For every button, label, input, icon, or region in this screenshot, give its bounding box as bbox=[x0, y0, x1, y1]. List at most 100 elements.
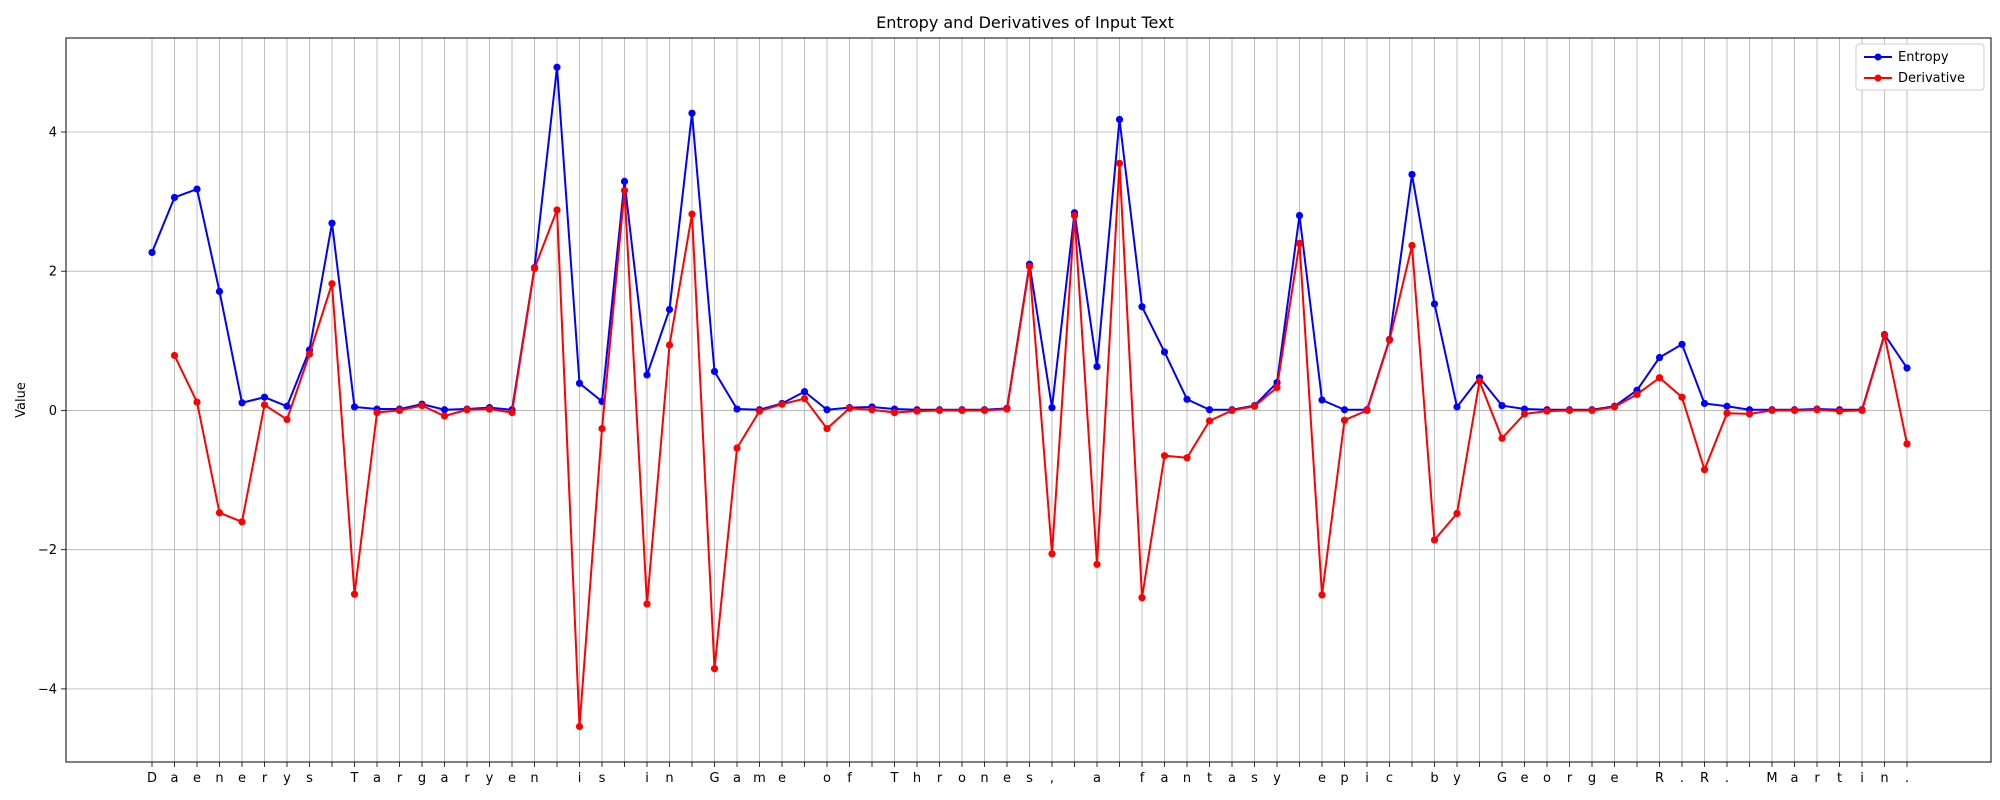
data-point-derivative bbox=[710, 665, 719, 673]
data-point-derivative bbox=[980, 406, 989, 415]
x-tick-label: . bbox=[1725, 771, 1729, 786]
data-point-derivative bbox=[1723, 409, 1731, 417]
data-point-derivative bbox=[193, 398, 201, 406]
x-tick-label: a bbox=[1791, 771, 1799, 786]
data-point-entropy bbox=[575, 379, 584, 387]
data-point-derivative bbox=[1340, 416, 1349, 424]
x-tick-label: i bbox=[1860, 771, 1864, 786]
data-point-derivative bbox=[913, 407, 921, 415]
data-point-entropy bbox=[238, 399, 246, 407]
data-point-entropy bbox=[688, 109, 696, 117]
data-point-derivative bbox=[575, 722, 584, 731]
data-point-entropy bbox=[1138, 303, 1146, 311]
data-point-entropy bbox=[1408, 170, 1416, 179]
x-tick-label: e bbox=[193, 771, 201, 786]
x-tick-label: o bbox=[823, 771, 831, 786]
data-point-derivative bbox=[665, 341, 674, 349]
x-tick-label: r bbox=[397, 771, 403, 786]
data-point-derivative bbox=[215, 509, 224, 517]
data-point-derivative bbox=[1835, 407, 1844, 415]
data-point-derivative bbox=[1408, 241, 1416, 250]
data-point-derivative bbox=[1430, 536, 1439, 544]
data-point-entropy bbox=[733, 405, 741, 413]
data-point-derivative bbox=[845, 404, 854, 412]
x-tick-label: G bbox=[1497, 771, 1507, 786]
data-point-derivative bbox=[1610, 403, 1619, 411]
x-tick-label: i bbox=[1365, 771, 1369, 786]
x-tick-label: . bbox=[1905, 771, 1909, 786]
x-tick-label: y bbox=[1273, 771, 1281, 786]
x-tick-label: y bbox=[1453, 771, 1461, 786]
data-point-entropy bbox=[1498, 401, 1506, 410]
data-point-derivative bbox=[238, 518, 246, 526]
x-tick-label: c bbox=[1386, 771, 1393, 786]
data-point-derivative bbox=[1813, 406, 1821, 414]
x-tick-label: T bbox=[890, 771, 899, 786]
x-tick-label: p bbox=[1340, 771, 1348, 786]
y-axis-label: Value bbox=[14, 382, 29, 418]
series-line-derivative bbox=[173, 163, 1908, 727]
grid-lines bbox=[66, 38, 1991, 762]
data-point-entropy bbox=[1160, 348, 1169, 356]
data-point-derivative bbox=[1453, 509, 1461, 518]
x-tick-label: b bbox=[1430, 771, 1438, 786]
data-point-entropy bbox=[440, 406, 449, 414]
x-tick-label: s bbox=[1251, 771, 1258, 786]
data-point-derivative bbox=[328, 280, 336, 288]
plot-frame bbox=[65, 37, 1992, 763]
data-point-derivative bbox=[373, 408, 381, 417]
x-tick-label: e bbox=[1521, 771, 1529, 786]
data-point-derivative bbox=[1228, 406, 1236, 415]
data-point-derivative bbox=[958, 406, 966, 415]
data-point-derivative bbox=[1768, 406, 1776, 415]
data-point-derivative bbox=[1183, 454, 1191, 462]
data-point-entropy bbox=[1183, 395, 1191, 403]
legend: Entropy Derivative bbox=[1855, 43, 1985, 91]
x-tick-label: e bbox=[1318, 771, 1326, 786]
data-point-derivative bbox=[1655, 374, 1664, 382]
data-point-derivative bbox=[598, 424, 606, 433]
series-lines bbox=[148, 63, 1911, 731]
x-tick-label: , bbox=[1050, 771, 1054, 786]
x-tick-label: s bbox=[1026, 771, 1033, 786]
data-point-entropy bbox=[1430, 300, 1439, 308]
data-point-derivative bbox=[1318, 591, 1326, 599]
data-point-derivative bbox=[1160, 452, 1169, 460]
data-point-derivative bbox=[1565, 406, 1574, 415]
data-point-derivative bbox=[1790, 406, 1799, 415]
data-point-entropy bbox=[1453, 403, 1461, 411]
x-tick-label: m bbox=[753, 771, 766, 786]
x-tick-label: a bbox=[1228, 771, 1236, 786]
data-point-entropy bbox=[665, 305, 674, 314]
x-tick-label: . bbox=[1680, 771, 1684, 786]
data-point-derivative bbox=[755, 407, 764, 415]
data-point-derivative bbox=[1633, 390, 1641, 399]
data-point-derivative bbox=[1138, 594, 1146, 602]
data-point-derivative bbox=[1295, 239, 1304, 247]
x-tick-label: e bbox=[778, 771, 786, 786]
data-point-derivative bbox=[508, 408, 516, 417]
data-point-derivative bbox=[823, 424, 831, 433]
chart-title: Entropy and Derivatives of Input Text bbox=[876, 13, 1174, 32]
data-point-entropy bbox=[710, 367, 719, 376]
x-tick-label: T bbox=[350, 771, 359, 786]
data-point-derivative bbox=[395, 406, 404, 415]
data-point-derivative bbox=[800, 395, 809, 403]
x-tick-label: r bbox=[937, 771, 943, 786]
data-point-entropy bbox=[1318, 396, 1326, 404]
data-point-derivative bbox=[260, 401, 269, 409]
data-point-derivative bbox=[733, 444, 741, 452]
data-point-derivative bbox=[305, 350, 314, 358]
data-point-derivative bbox=[418, 401, 426, 410]
data-point-entropy bbox=[148, 248, 156, 257]
data-point-derivative bbox=[1498, 434, 1506, 442]
legend-entropy-marker bbox=[1874, 53, 1882, 61]
data-point-entropy bbox=[553, 63, 561, 71]
data-point-derivative bbox=[1745, 410, 1754, 418]
data-point-derivative bbox=[688, 210, 696, 218]
x-tick-label: r bbox=[1567, 771, 1573, 786]
x-tick-label: R bbox=[1655, 771, 1664, 786]
y-tick-label: 4 bbox=[49, 125, 57, 140]
data-point-derivative bbox=[1700, 466, 1709, 474]
